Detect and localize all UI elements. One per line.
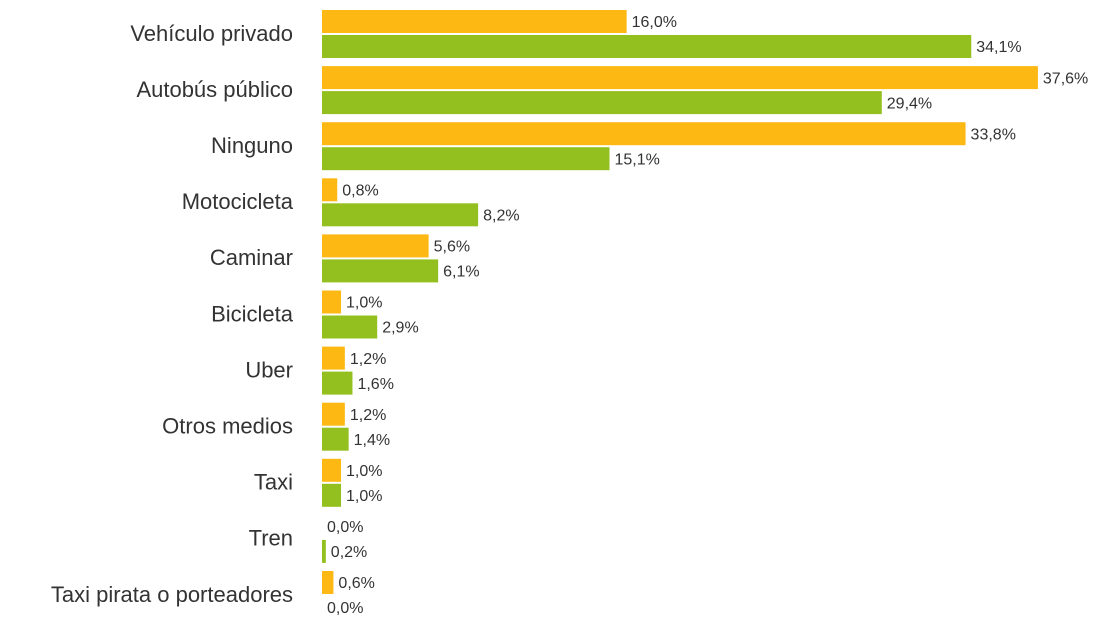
value-label: 29,4%: [887, 95, 932, 112]
bar: [322, 458, 342, 482]
value-label: 5,6%: [434, 239, 470, 256]
category-label: Taxi pirata o porteadores: [51, 582, 293, 607]
bar: [322, 91, 882, 115]
category-label: Bicicleta: [211, 301, 294, 326]
value-label: 37,6%: [1043, 70, 1088, 87]
bar: [322, 35, 972, 58]
value-label: 16,0%: [632, 14, 677, 31]
bar: [322, 10, 627, 33]
value-label: 1,2%: [350, 351, 386, 368]
category-label: Caminar: [210, 245, 293, 270]
value-label: 2,9%: [382, 320, 418, 337]
bar: [322, 483, 342, 507]
bar: [322, 203, 479, 227]
category-label: Ninguno: [211, 133, 293, 158]
value-label: 6,1%: [443, 264, 479, 281]
value-label: 0,8%: [342, 183, 378, 200]
category-label: Otros medios: [162, 414, 293, 439]
value-label: 33,8%: [971, 126, 1016, 143]
value-label: 0,0%: [327, 519, 363, 536]
bar: [322, 290, 342, 314]
bar: [322, 346, 345, 370]
bar: [322, 539, 326, 563]
category-label: Vehículo privado: [130, 21, 293, 46]
bar: [322, 315, 378, 339]
bar: [322, 402, 345, 426]
value-label: 1,2%: [350, 407, 386, 424]
bar: [322, 427, 349, 451]
value-label: 1,0%: [346, 488, 382, 505]
bar: [322, 571, 334, 594]
bar: [322, 122, 966, 146]
bar: [322, 234, 429, 258]
category-label: Motocicleta: [182, 189, 294, 214]
category-label: Tren: [249, 526, 293, 551]
bar: [322, 259, 439, 283]
bar: [322, 66, 1038, 90]
bar: [322, 178, 338, 202]
category-label: Autobús público: [136, 77, 293, 102]
bar: [322, 371, 353, 395]
category-label: Taxi: [254, 470, 293, 495]
value-label: 15,1%: [615, 151, 660, 168]
value-label: 1,6%: [357, 376, 393, 393]
value-label: 1,4%: [354, 432, 390, 449]
value-label: 0,2%: [331, 544, 367, 561]
value-label: 1,0%: [346, 295, 382, 312]
value-label: 34,1%: [976, 39, 1021, 56]
value-label: 0,6%: [338, 575, 374, 592]
value-label: 0,0%: [327, 600, 363, 617]
value-label: 8,2%: [483, 208, 519, 225]
category-label: Uber: [245, 357, 293, 382]
bar: [322, 147, 610, 171]
value-label: 1,0%: [346, 463, 382, 480]
